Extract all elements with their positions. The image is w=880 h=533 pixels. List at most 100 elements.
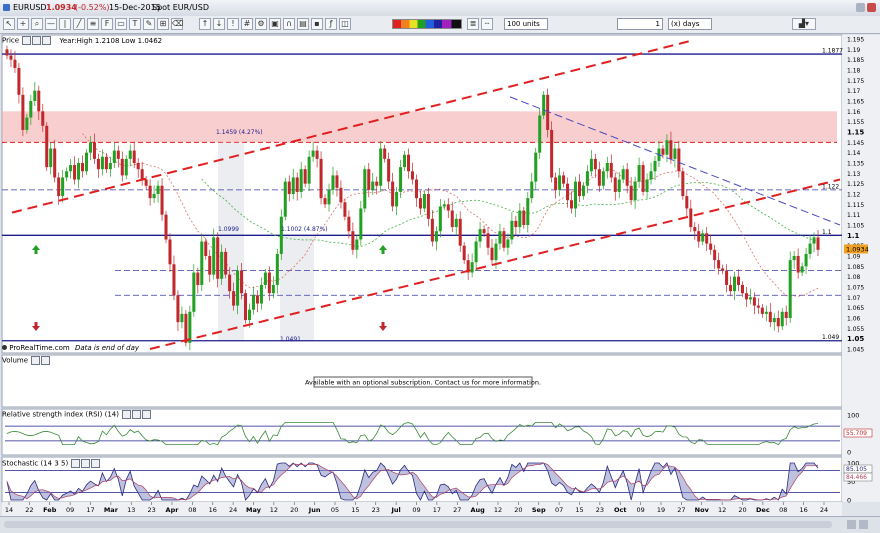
x-tick-label: 17 xyxy=(433,506,441,514)
rsi-tick-label: 0 xyxy=(847,449,851,457)
candle-body xyxy=(371,181,375,190)
x-tick-label: Jun xyxy=(308,506,321,514)
crosshair-icon[interactable]: + xyxy=(17,18,29,30)
rsi-tick-label: 100 xyxy=(847,412,859,420)
panel-settings-icon[interactable] xyxy=(22,36,32,45)
x-tick-label: 20 xyxy=(514,506,522,514)
grid-icon[interactable]: # xyxy=(241,18,253,30)
buy-arrow-icon[interactable]: ↑ xyxy=(199,18,211,30)
candle-body xyxy=(251,295,255,310)
x-tick-label: Aug xyxy=(470,506,485,514)
price-tick-label: 1.06 xyxy=(847,316,861,323)
volume-settings-icon[interactable] xyxy=(31,356,41,365)
alert-icon[interactable]: ! xyxy=(227,18,239,30)
candle-body xyxy=(144,179,148,186)
volume-close-icon[interactable] xyxy=(41,356,51,365)
panel-close-icon[interactable] xyxy=(42,36,52,45)
chart-type-icon[interactable]: ▟▾ xyxy=(792,18,816,30)
window-maximize-icon[interactable] xyxy=(856,3,865,12)
candle-body xyxy=(629,185,633,201)
settings-icon[interactable]: ⚙ xyxy=(255,18,267,30)
panel-restore-icon[interactable] xyxy=(32,36,42,45)
period-unit-select[interactable]: (x) days xyxy=(668,18,712,30)
stoch-layer xyxy=(5,462,840,501)
stoch-tick-label: 100 xyxy=(847,460,859,468)
candle-body xyxy=(192,272,196,312)
sell-arrow-icon[interactable]: ↓ xyxy=(213,18,225,30)
save-icon[interactable]: ▪ xyxy=(311,18,323,30)
color-palette[interactable] xyxy=(392,19,462,29)
horizontal-line-icon[interactable]: — xyxy=(45,18,57,30)
window-close-icon[interactable] xyxy=(867,3,876,12)
candle-body xyxy=(669,140,673,159)
stoch-close-icon[interactable] xyxy=(91,459,101,468)
price-tick-label: 1.145 xyxy=(847,140,864,147)
trendline-icon[interactable]: ╱ xyxy=(73,18,85,30)
rectangle-icon[interactable]: ▭ xyxy=(115,18,127,30)
rsi-close-icon[interactable] xyxy=(142,410,152,419)
candle-body xyxy=(558,175,562,190)
volume-title-text: Volume xyxy=(2,356,29,365)
zoom-icon[interactable]: ⌕ xyxy=(31,18,43,30)
magnet-icon[interactable]: ∩ xyxy=(283,18,295,30)
candle-body xyxy=(410,171,415,180)
pencil-icon[interactable]: ✎ xyxy=(143,18,155,30)
candle-body xyxy=(255,295,259,304)
candle-body xyxy=(546,94,550,130)
zoom-out-icon[interactable] xyxy=(847,520,856,529)
candle-body xyxy=(224,251,228,275)
layout-icon[interactable]: ◫ xyxy=(339,18,351,30)
instrument-change: (-0.52%) xyxy=(75,3,110,12)
candle-body xyxy=(438,206,442,232)
rsi-restore-icon[interactable] xyxy=(132,410,142,419)
chart-area[interactable]: 1.1459 (4.27%)1.0999 1.1002 (4.87%)1.0491… xyxy=(0,33,880,516)
candle-body xyxy=(812,237,816,244)
zoom-in-icon[interactable] xyxy=(859,520,868,529)
trend-channel-lower xyxy=(149,178,841,350)
stoch-settings-icon[interactable] xyxy=(71,459,81,468)
candle-body xyxy=(132,150,136,163)
candle-body xyxy=(617,179,621,192)
print-icon[interactable]: ▤ xyxy=(297,18,309,30)
stoch-restore-icon[interactable] xyxy=(81,459,91,468)
candle-body xyxy=(5,49,9,56)
eraser-icon[interactable]: ⌫ xyxy=(171,18,184,30)
candle-body xyxy=(780,311,784,327)
x-tick-label: 24 xyxy=(820,506,828,514)
candle-body xyxy=(677,148,681,172)
line-style-icon[interactable]: ┄ xyxy=(481,18,493,30)
lock-icon[interactable]: ▣ xyxy=(269,18,281,30)
candle-body xyxy=(279,216,283,254)
x-tick-label: 12 xyxy=(718,506,726,514)
candle-body xyxy=(299,169,303,192)
axis-layer: 1.1951.191.1851.181.1751.171.1651.161.15… xyxy=(5,37,873,514)
units-input[interactable]: 100 units xyxy=(504,18,548,30)
text-tool-icon[interactable]: T xyxy=(129,18,141,30)
candle-body xyxy=(645,179,649,192)
candle-body xyxy=(570,200,574,209)
line-width-icon[interactable]: ≣ xyxy=(467,18,479,30)
period-input[interactable]: 1 xyxy=(617,18,663,30)
candle-body xyxy=(689,208,693,228)
vertical-line-icon[interactable]: | xyxy=(59,18,71,30)
candle-body xyxy=(216,237,220,279)
candle-body xyxy=(220,251,224,279)
price-title-text: Price xyxy=(2,36,20,45)
stoch-panel-title: Stochastic (14 3 5) xyxy=(2,459,101,469)
candle-body xyxy=(713,249,717,261)
candle-body xyxy=(641,165,645,192)
scroll-track[interactable] xyxy=(4,521,832,528)
instrument-spot: Spot EUR/USD xyxy=(152,3,209,12)
x-tick-label: 07 xyxy=(555,506,563,514)
candle-body xyxy=(637,165,641,182)
ruler-icon[interactable]: ⊞ xyxy=(157,18,169,30)
price-tick-label: 1.13 xyxy=(847,171,861,178)
candle-body xyxy=(736,276,741,285)
indicator-icon[interactable]: ƒ xyxy=(325,18,337,30)
candle-body xyxy=(697,231,701,242)
pointer-icon[interactable]: ↖ xyxy=(3,18,15,30)
fibonacci-icon[interactable]: F xyxy=(101,18,113,30)
candle-body xyxy=(327,189,331,205)
channel-icon[interactable]: ≡ xyxy=(87,18,99,30)
rsi-settings-icon[interactable] xyxy=(122,410,132,419)
